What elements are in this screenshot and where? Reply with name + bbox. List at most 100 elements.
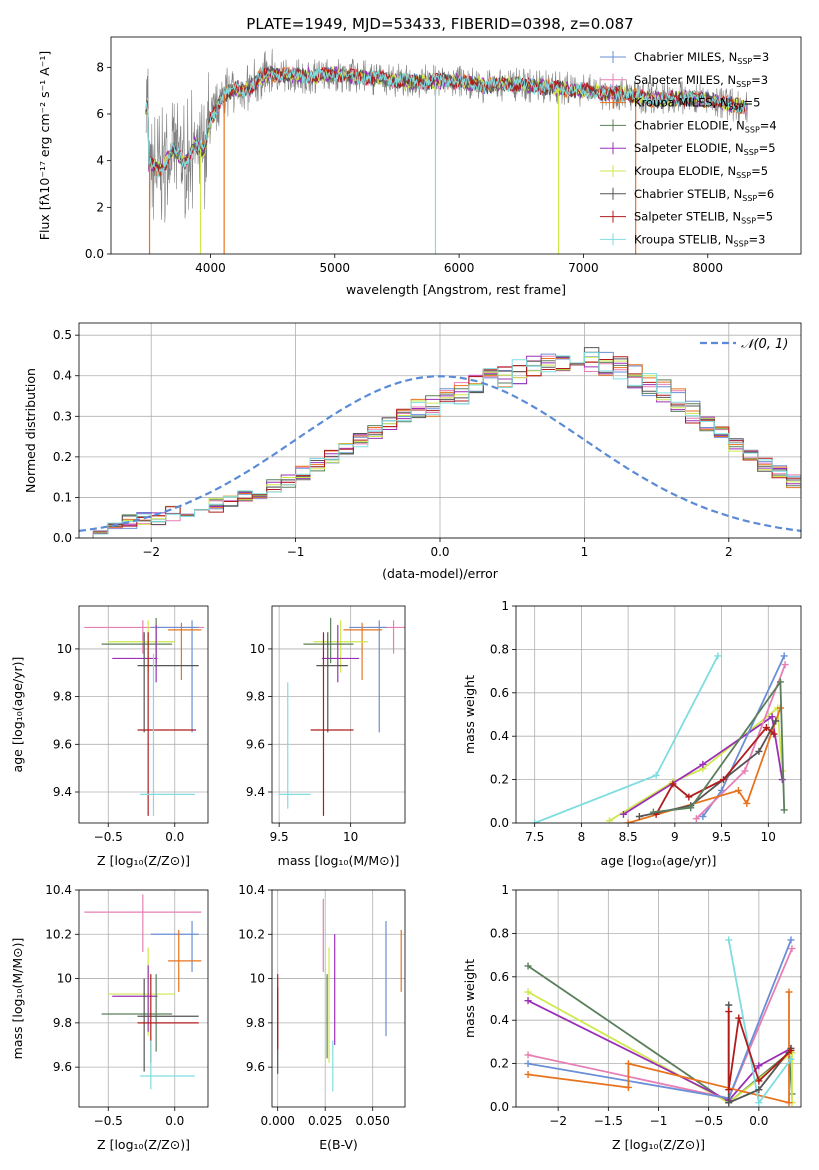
weight-point-marker: [725, 936, 733, 944]
residual-histogram-series: [79, 357, 801, 538]
weight-point-marker: [624, 1060, 632, 1068]
spectrum-panel: 4000 5000 6000 7000 8000 0.0 2 4 6 8 wavelength [A…: [37, 36, 802, 297]
weight-point-marker: [699, 760, 707, 768]
x-tick-label: −0.5: [94, 830, 123, 844]
x-tick-label: 1: [581, 545, 589, 559]
x-axis-label: (data-model)/error: [382, 566, 499, 581]
normal-distribution-curve: [79, 375, 801, 532]
y-tick-label: 0.0: [490, 1100, 509, 1114]
plot-area: [279, 617, 405, 816]
weight-point-marker: [725, 1099, 733, 1107]
weight-point-marker: [524, 1070, 532, 1078]
weight-point-marker: [788, 945, 796, 953]
weight-point-marker: [725, 1086, 733, 1094]
residual-histogram-series: [79, 352, 801, 538]
weight-point-marker: [755, 1099, 763, 1107]
y-tick-label: 10: [250, 642, 265, 656]
plot-area: [531, 652, 789, 823]
weight-point-marker: [755, 1062, 763, 1070]
y-tick-label: 0.2: [53, 450, 72, 464]
weight-series-line: [527, 999, 792, 1102]
weight-point-marker: [787, 936, 795, 944]
y-tick-label: 0.0: [85, 247, 104, 261]
weight-point-marker: [776, 678, 784, 686]
weight-point-marker: [692, 815, 700, 823]
y-tick-label: 0.4: [490, 1013, 509, 1027]
weight-point-marker: [787, 1047, 795, 1055]
x-tick-label: −0.5: [694, 1114, 723, 1128]
y-tick-label: 9.8: [246, 690, 265, 704]
x-tick-label: 7000: [568, 261, 599, 275]
y-tick-label: 0.6: [490, 686, 509, 700]
y-tick-label: 10.2: [45, 927, 72, 941]
x-tick-label: 8000: [692, 261, 723, 275]
y-tick-label: 9.6: [246, 737, 265, 751]
x-axis-label: age [log₁₀(age/yr)]: [601, 853, 717, 868]
y-tick-label: 2: [96, 200, 104, 214]
legend-entry: Kroupa ELODIE, NSSP=5: [634, 164, 768, 180]
y-tick-label: 9.8: [53, 1016, 72, 1030]
x-tick-label: 9.5: [712, 830, 731, 844]
weight-series-line: [534, 655, 719, 823]
x-tick-label: 10: [343, 830, 358, 844]
weight-point-marker: [755, 747, 763, 755]
x-tick-label: 8.5: [619, 830, 638, 844]
y-axis-label: Flux [fλ10⁻¹⁷ erg cm⁻² s⁻¹ A⁻¹]: [37, 51, 52, 240]
y-tick-label: 10.4: [45, 883, 72, 897]
weight-series-line: [527, 965, 793, 1104]
x-tick-label: 7.5: [525, 830, 544, 844]
weight-point-marker: [624, 819, 632, 823]
x-tick-label: 8: [578, 830, 586, 844]
y-tick-label: 9.8: [246, 1016, 265, 1030]
age-vs-metallicity-panel: −0.5 0.0 9.4 9.6 9.8 10 Z [log₁₀(Z/Z⊙)] age [lo…: [10, 605, 209, 868]
weight-series-line: [623, 715, 784, 816]
x-tick-label: 2: [725, 545, 733, 559]
x-tick-label: 9.5: [270, 830, 289, 844]
plot-area: [524, 936, 796, 1107]
weight-point-marker: [725, 1008, 733, 1016]
model-spectrum-line: [145, 66, 748, 179]
x-tick-label: −2: [142, 545, 160, 559]
weight-point-marker: [772, 717, 780, 725]
axes-frame: [110, 36, 802, 255]
x-axis-label: wavelength [Angstrom, rest frame]: [346, 282, 566, 297]
y-tick-label: 1: [501, 883, 509, 897]
weight-point-marker: [787, 1055, 795, 1063]
x-tick-label: −0.5: [94, 1114, 123, 1128]
residuals-panel: −2 −1 0.0 1 2 0.0 0.1 0.2 0.3 0.4 0.5 (data-model)/…: [23, 322, 802, 581]
mass-vs-metallicity-panel: −0.5 0.0 9.6 9.8 10 10.2 10.4 Z [log₁₀(Z/Z⊙)] ma…: [10, 883, 209, 1152]
y-axis-label: mass [log₁₀(M/M⊙)]: [10, 938, 25, 1060]
y-tick-label: 0.5: [53, 328, 72, 342]
y-tick-label: 0.8: [490, 642, 509, 656]
plot-area: [84, 617, 205, 816]
x-tick-label: 0.0: [165, 1114, 184, 1128]
x-tick-label: 5000: [320, 261, 351, 275]
y-tick-label: 0.2: [490, 773, 509, 787]
weight-point-marker: [741, 767, 749, 775]
y-axis-label: Normed distribution: [23, 368, 38, 493]
x-tick-label: −1: [287, 545, 305, 559]
plot-area: [277, 898, 402, 1092]
y-tick-label: 9.6: [53, 1060, 72, 1074]
weight-vs-metallicity-panel: −2 −1.5 −1 −0.5 0.0 0.0 0.2 0.4 0.6 0.8 1 Z [log₁₀(…: [462, 883, 802, 1152]
x-tick-label: 0.050: [356, 1114, 390, 1128]
weight-point-marker: [768, 713, 776, 721]
axes-frame: [271, 605, 406, 824]
residual-histogram-series: [79, 355, 801, 538]
weight-point-marker: [762, 724, 770, 732]
axes-frame: [515, 605, 802, 824]
y-axis-label: mass weight: [462, 675, 477, 754]
weight-point-marker: [778, 776, 786, 784]
x-axis-label: mass [log₁₀(M/M⊙)]: [278, 853, 400, 868]
x-tick-label: 9: [671, 830, 679, 844]
x-tick-label: 10: [761, 830, 776, 844]
plot-area: [79, 347, 801, 538]
weight-point-marker: [743, 799, 751, 807]
legend-entry: Kroupa MILES, NSSP=5: [634, 96, 760, 112]
weight-point-marker: [780, 806, 788, 814]
weight-point-marker: [652, 771, 660, 779]
weight-point-marker: [605, 817, 613, 823]
legend-entry: Chabrier STELIB, NSSP=6: [634, 187, 774, 203]
y-tick-label: 10: [250, 972, 265, 986]
